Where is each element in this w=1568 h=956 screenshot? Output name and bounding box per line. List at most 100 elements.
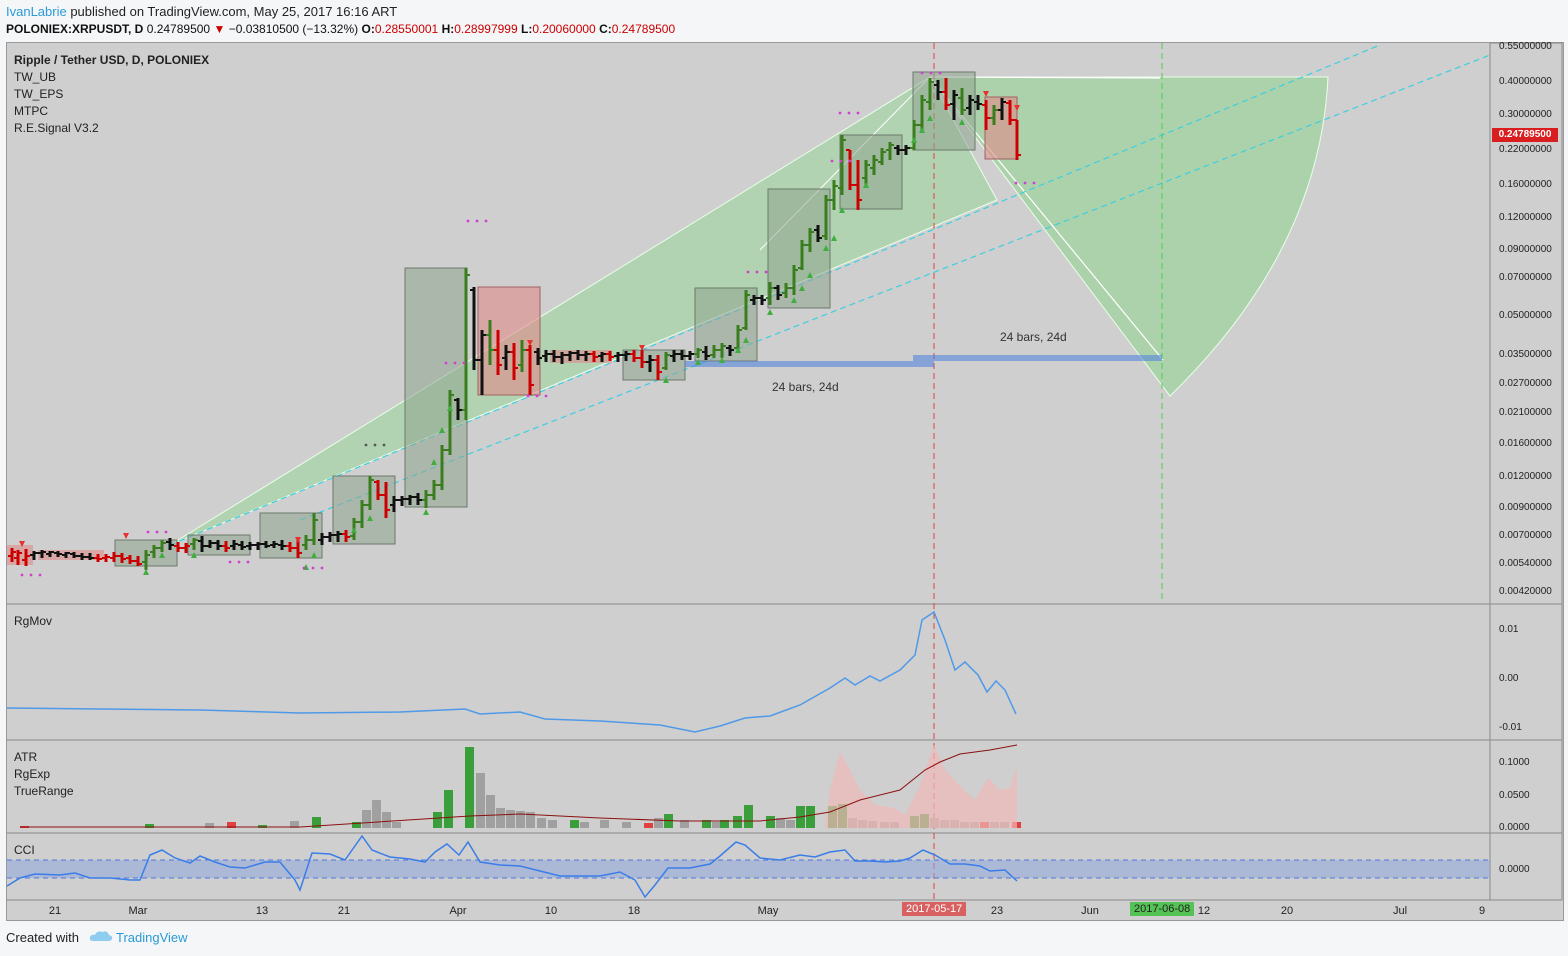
- atr-bar: [516, 811, 525, 828]
- time-tick: Apr: [449, 905, 467, 917]
- buy-signal-icon: [735, 347, 741, 353]
- range-boxes: [7, 71, 1018, 567]
- price-tick: 0.40000000: [1499, 76, 1552, 87]
- atr-bar: [372, 800, 381, 828]
- current-price: 0.24789500: [146, 22, 211, 36]
- buy-signal-icon: [663, 377, 669, 383]
- buy-signal-icon: [431, 459, 437, 465]
- buy-signal-icon: [423, 509, 429, 515]
- rgmov-legend[interactable]: RgMov: [14, 614, 53, 628]
- main-legend: Ripple / Tether USD, D, POLONIEX TW_UB T…: [14, 52, 209, 137]
- atr-bar: [526, 812, 535, 828]
- atr-bar: [733, 816, 742, 828]
- signal-dot: [311, 566, 315, 570]
- signal-dot: [746, 270, 750, 274]
- indicator-atr[interactable]: ATR: [14, 750, 38, 764]
- sell-signal-icon: [295, 537, 301, 543]
- price-tick: 0.55000000: [1499, 41, 1552, 52]
- price-tick: 0.03500000: [1499, 349, 1552, 360]
- signal-dot: [373, 443, 377, 447]
- tradingview-link[interactable]: TradingView: [116, 930, 188, 945]
- sell-signal-icon: [19, 541, 25, 547]
- signal-dot: [320, 566, 324, 570]
- duration-bar-1[interactable]: [685, 361, 934, 367]
- signal-dot: [535, 394, 539, 398]
- time-tick: 20: [1280, 905, 1294, 917]
- time-tick: Jun: [1081, 905, 1099, 917]
- indicator-rgexp[interactable]: RgExp: [14, 767, 51, 781]
- buy-signal-icon: [159, 552, 165, 558]
- atr-bar: [712, 822, 721, 828]
- signal-dot: [847, 111, 851, 115]
- atr-bar: [744, 805, 753, 828]
- signal-dot: [1023, 181, 1027, 185]
- buy-signal-icon: [911, 137, 917, 143]
- price-tick: 0.02100000: [1499, 407, 1552, 418]
- signal-dot: [453, 361, 457, 365]
- rgmov-line: [6, 610, 1017, 733]
- duration-label-1: 24 bars, 24d: [772, 380, 839, 394]
- atr-bar: [622, 822, 631, 828]
- cci-legend[interactable]: CCI: [14, 843, 35, 857]
- time-tick: 10: [544, 905, 558, 917]
- atr-bar: [290, 821, 299, 828]
- buy-signal-icon: [367, 515, 373, 521]
- atr-bar: [654, 818, 663, 828]
- buy-signal-icon: [831, 235, 837, 241]
- indicator-tw-eps[interactable]: TW_EPS: [14, 87, 64, 101]
- signal-dot: [164, 530, 168, 534]
- buy-signal-icon: [143, 569, 149, 575]
- buy-signal-icon: [807, 272, 813, 278]
- signal-dot: [755, 270, 759, 274]
- buy-signal-icon: [719, 357, 725, 363]
- signal-dot: [155, 530, 159, 534]
- signal-dot: [839, 159, 843, 163]
- atr-bar: [433, 812, 442, 828]
- time-tick: 13: [255, 905, 269, 917]
- cci-tick: 0.0000: [1499, 864, 1530, 875]
- time-tick: May: [757, 905, 779, 917]
- signal-dot: [246, 560, 250, 564]
- signal-dot: [848, 159, 852, 163]
- open-value: 0.28550001: [374, 22, 439, 36]
- atr-bar: [720, 820, 729, 828]
- signal-dot: [544, 394, 548, 398]
- buy-signal-icon: [959, 119, 965, 125]
- atr-bar: [644, 823, 653, 828]
- signal-dot: [764, 270, 768, 274]
- atr-bar: [680, 820, 689, 828]
- signal-dot: [475, 219, 479, 223]
- high-label: H:: [441, 22, 455, 36]
- author-link[interactable]: IvanLabrie: [6, 4, 67, 19]
- signal-dot: [38, 573, 42, 577]
- sell-signal-icon: [1014, 105, 1020, 111]
- rgexp-area: [825, 745, 1017, 828]
- duration-bar-2[interactable]: [913, 355, 1162, 361]
- sell-signal-icon: [123, 533, 129, 539]
- price-tick: 0.00700000: [1499, 530, 1552, 541]
- atr-bar: [548, 820, 557, 828]
- signal-dot: [228, 560, 232, 564]
- symbol-title[interactable]: Ripple / Tether USD, D, POLONIEX: [14, 53, 210, 67]
- indicator-truerange[interactable]: TrueRange: [14, 784, 74, 798]
- buy-signal-icon: [311, 552, 317, 558]
- signal-dot: [444, 361, 448, 365]
- atr-bar: [205, 823, 214, 828]
- indicator-resignal[interactable]: R.E.Signal V3.2: [14, 121, 99, 135]
- signal-dot: [462, 361, 466, 365]
- signal-dot: [237, 560, 241, 564]
- signal-dot: [146, 530, 150, 534]
- atr-bar: [465, 747, 474, 828]
- signal-dot: [1032, 181, 1036, 185]
- fan-shape-2[interactable]: [928, 76, 1329, 397]
- open-label: O:: [361, 22, 375, 36]
- signal-dot: [526, 394, 530, 398]
- buy-signal-icon: [791, 297, 797, 303]
- rgmov-tick: -0.01: [1499, 722, 1522, 733]
- time-tick: Jul: [1392, 905, 1408, 917]
- price-tick: 0.05000000: [1499, 310, 1552, 321]
- indicator-tw-ub[interactable]: TW_UB: [14, 70, 56, 84]
- atr-bar: [476, 773, 485, 828]
- indicator-mtpc[interactable]: MTPC: [14, 104, 48, 118]
